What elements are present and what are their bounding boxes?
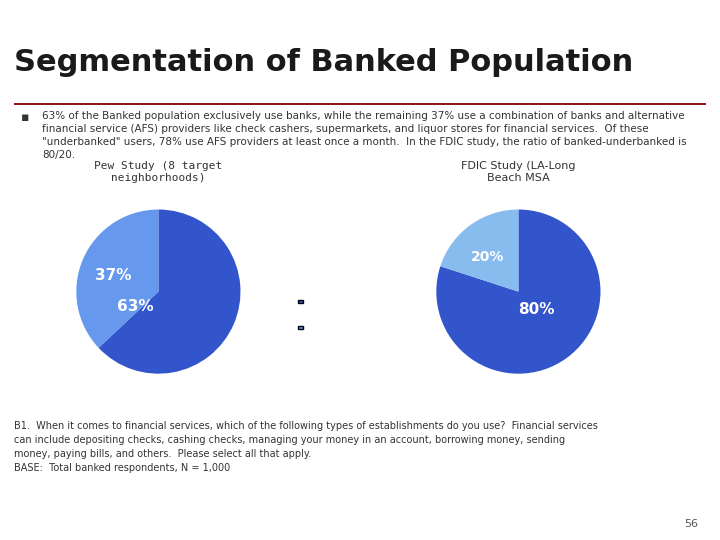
Text: 37%: 37% bbox=[95, 268, 132, 282]
Text: ▪: ▪ bbox=[22, 111, 30, 124]
FancyBboxPatch shape bbox=[298, 326, 303, 329]
Wedge shape bbox=[436, 210, 600, 374]
Wedge shape bbox=[441, 210, 518, 292]
FancyBboxPatch shape bbox=[298, 300, 303, 303]
Text: 56: 56 bbox=[684, 519, 698, 529]
Text: Segmentation of Banked Population: Segmentation of Banked Population bbox=[14, 48, 634, 77]
Text: B1.  When it comes to financial services, which of the following types of establ: B1. When it comes to financial services,… bbox=[14, 421, 598, 473]
Text: 63% of the Banked population exclusively use banks, while the remaining 37% use : 63% of the Banked population exclusively… bbox=[42, 111, 686, 160]
Text: 20%: 20% bbox=[471, 250, 504, 264]
Title: FDIC Study (LA-Long
Beach MSA: FDIC Study (LA-Long Beach MSA bbox=[461, 161, 576, 183]
Wedge shape bbox=[99, 210, 240, 374]
Wedge shape bbox=[76, 210, 158, 348]
Text: 80%: 80% bbox=[518, 302, 554, 317]
Text: 63%: 63% bbox=[117, 299, 154, 314]
Title: Pew Study (8 target
neighborhoods): Pew Study (8 target neighborhoods) bbox=[94, 161, 222, 183]
